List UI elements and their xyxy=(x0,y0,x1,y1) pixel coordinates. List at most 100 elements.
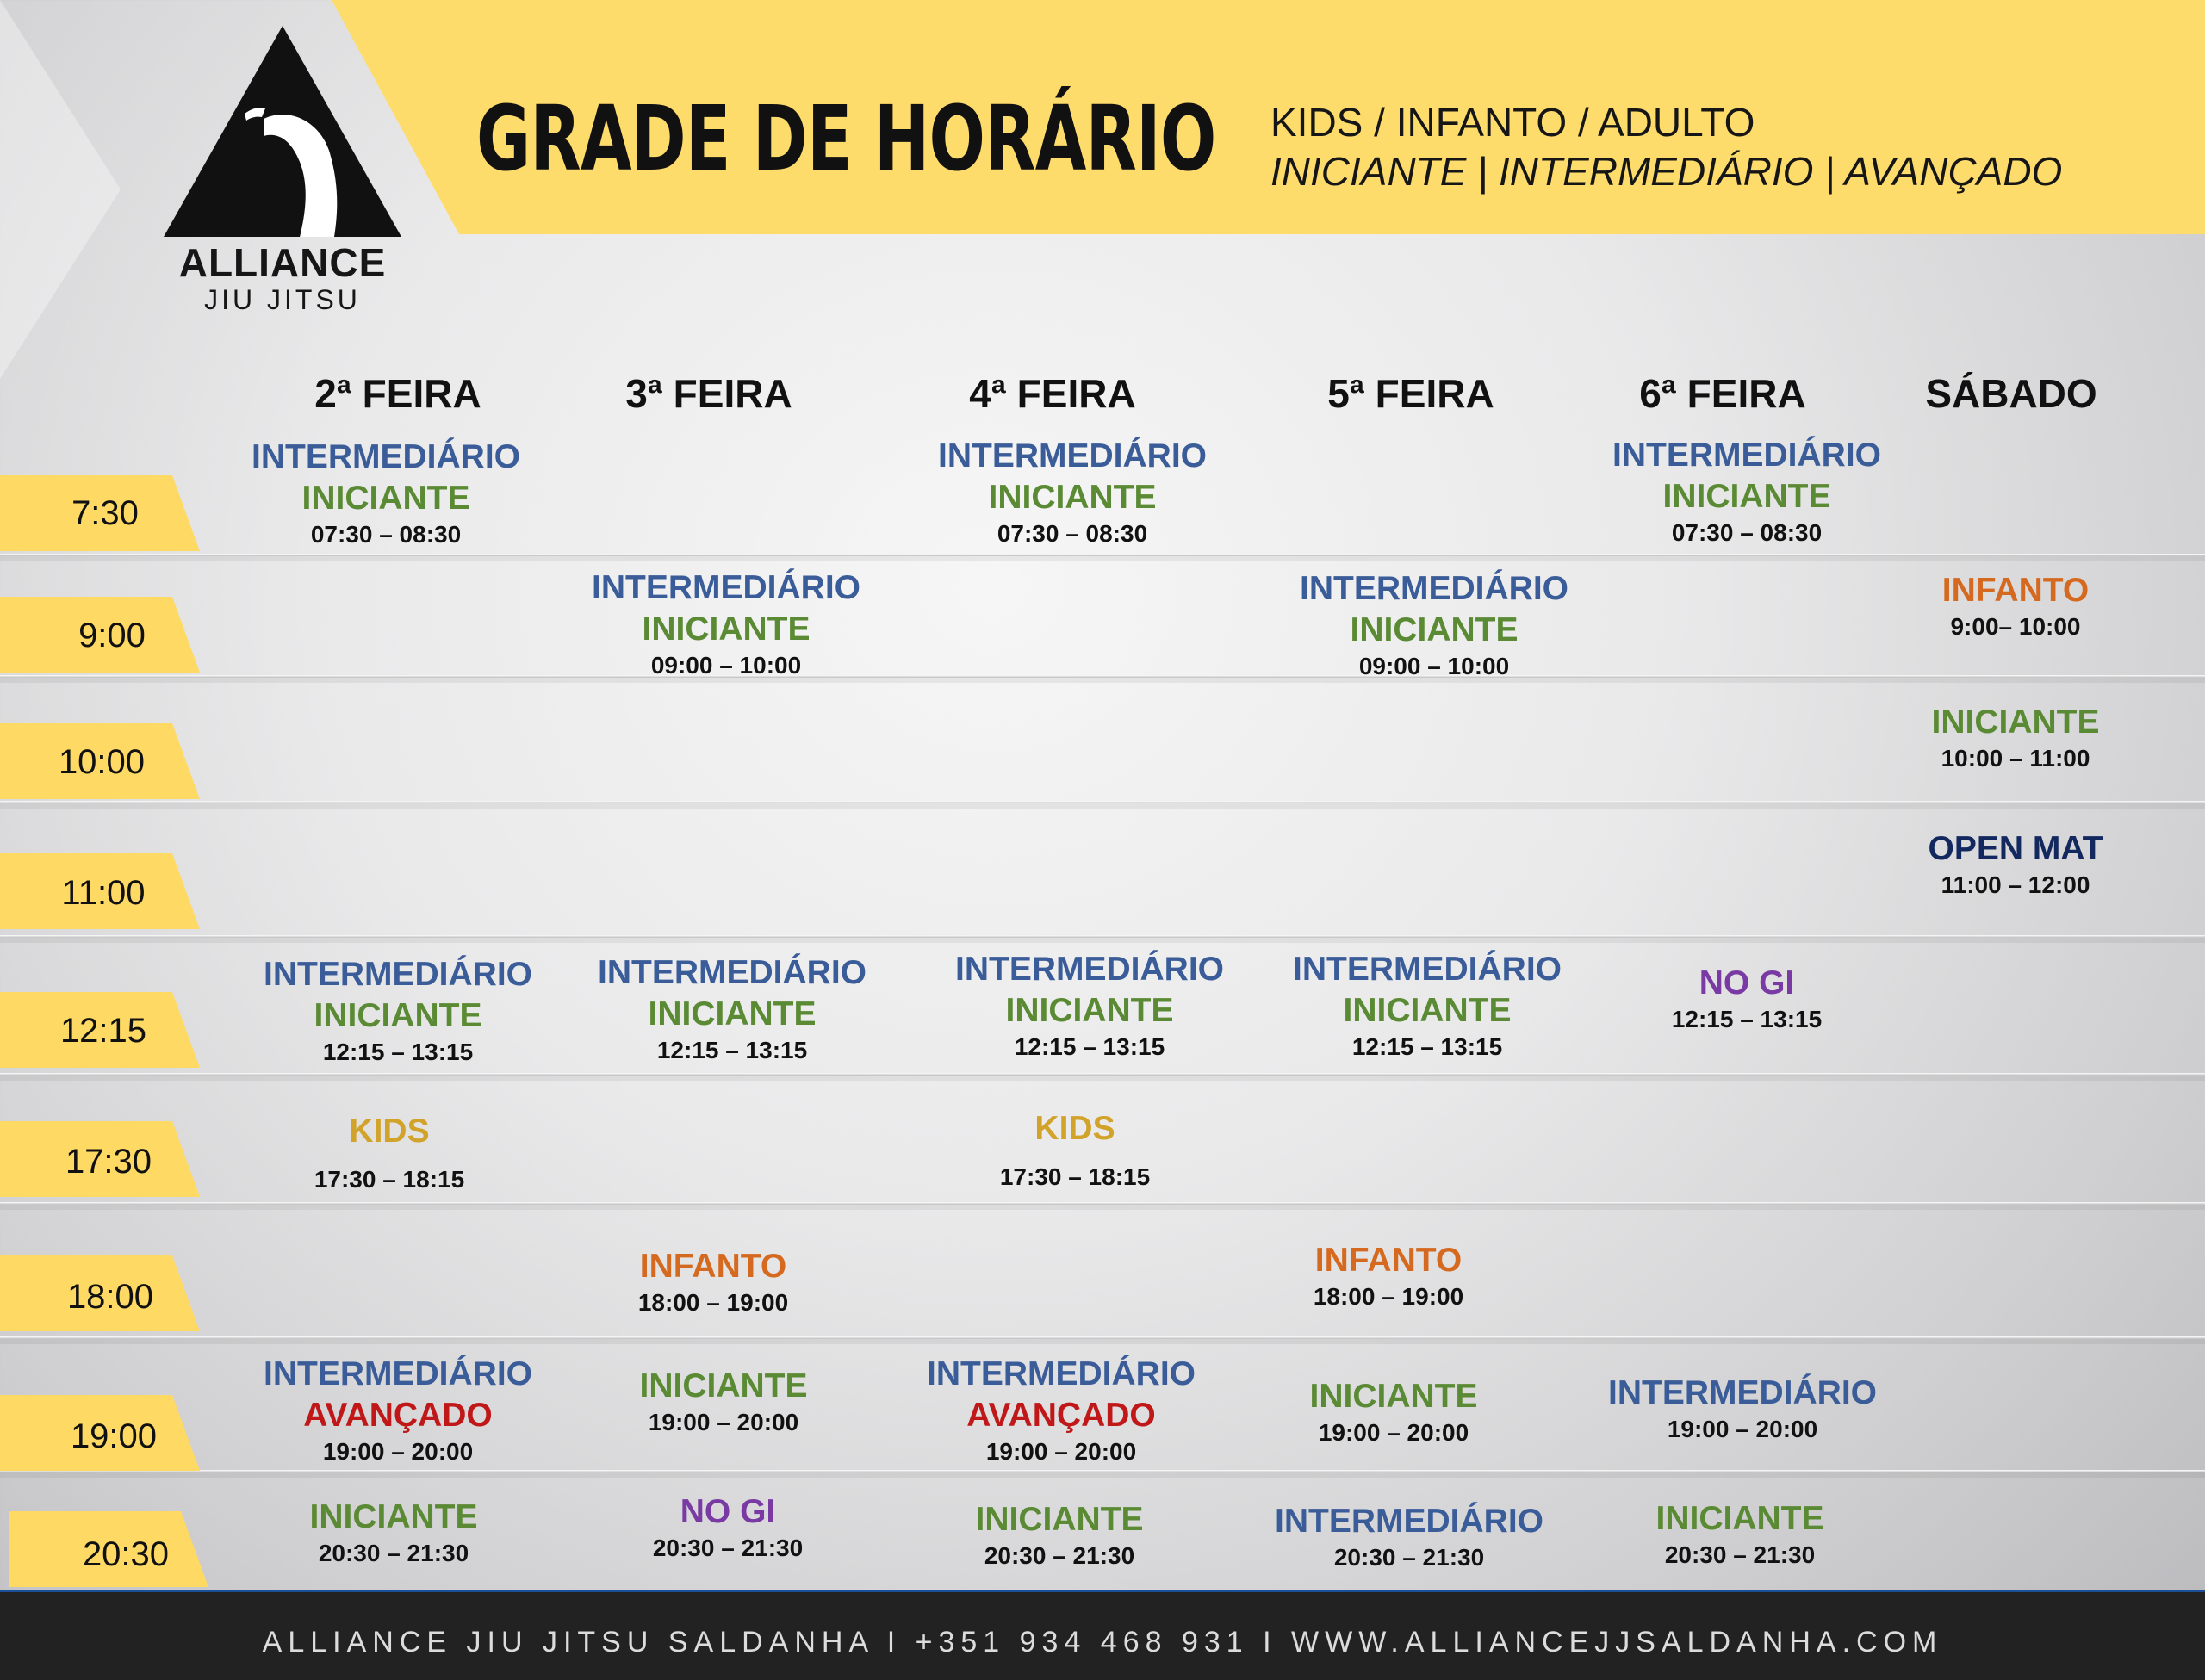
background-decoration xyxy=(0,0,121,379)
time-label: 11:00 xyxy=(61,874,146,912)
time-label: 7:30 xyxy=(71,494,139,532)
header-band xyxy=(332,0,2205,234)
time-label: 17:30 xyxy=(65,1143,152,1181)
time-tab xyxy=(0,723,200,799)
page-title: GRADE DE HORÁRIO xyxy=(476,86,1216,191)
class-level: INTERMEDIÁRIO xyxy=(1275,1503,1544,1540)
class-level: NO GI xyxy=(680,1493,776,1530)
footer-contact-text: ALLIANCE JIU JITSU SALDANHA I +351 934 4… xyxy=(262,1626,1943,1658)
class-slot: OPEN MAT 11:00 – 12:00 xyxy=(1817,828,2205,901)
row-divider xyxy=(0,554,2205,561)
time-tab xyxy=(0,597,200,673)
class-level: KIDS xyxy=(349,1113,430,1150)
class-slot: INTERMEDIÁRIO INICIANTE 07:30 – 08:30 xyxy=(188,437,584,550)
row-divider xyxy=(0,801,2205,809)
time-label: 18:00 xyxy=(66,1278,154,1316)
class-level: INICIANTE xyxy=(639,1367,808,1404)
time-tab xyxy=(0,1395,200,1471)
logo-subtitle: JIU JITSU xyxy=(204,284,361,315)
class-slot: INTERMEDIÁRIO INICIANTE 07:30 – 08:30 xyxy=(874,436,1270,549)
time-label: 10:00 xyxy=(58,743,146,781)
class-level: NO GI xyxy=(1699,964,1795,1001)
class-level: INTERMEDIÁRIO xyxy=(252,438,520,475)
class-slot: NO GI 20:30 – 21:30 xyxy=(530,1491,926,1564)
class-hours: 18:00 – 19:00 xyxy=(1313,1283,1464,1310)
day-header: 2ª FEIRA xyxy=(314,371,481,416)
class-hours: 20:30 – 21:30 xyxy=(1664,1541,1816,1568)
time-tab xyxy=(0,992,200,1068)
level-subtitle: INICIANTE | INTERMEDIÁRIO | AVANÇADO xyxy=(1270,149,2063,194)
class-slot: INICIANTE 19:00 – 20:00 xyxy=(525,1366,922,1438)
class-level: INTERMEDIÁRIO xyxy=(1608,1374,1877,1411)
class-level: INTERMEDIÁRIO xyxy=(1300,570,1568,607)
class-hours: 20:30 – 21:30 xyxy=(318,1540,469,1566)
class-hours: 19:00 – 20:00 xyxy=(1667,1416,1818,1442)
class-level: INTERMEDIÁRIO xyxy=(598,954,866,991)
class-level: INTERMEDIÁRIO xyxy=(1612,437,1881,474)
class-slot: INTERMEDIÁRIO INICIANTE 07:30 – 08:30 xyxy=(1549,435,1945,549)
class-slot: KIDS 17:30 – 18:15 xyxy=(877,1108,1273,1193)
class-slot: INTERMEDIÁRIO 19:00 – 20:00 xyxy=(1544,1373,1941,1445)
class-slot: INTERMEDIÁRIO INICIANTE 09:00 – 10:00 xyxy=(528,567,924,681)
class-hours: 12:15 – 13:15 xyxy=(1351,1033,1503,1060)
class-hours: 10:00 – 11:00 xyxy=(1941,745,2090,772)
day-header: 6ª FEIRA xyxy=(1639,371,1806,416)
time-tab xyxy=(9,1511,208,1587)
class-level: INFANTO xyxy=(639,1248,787,1285)
class-level: INICIANTE xyxy=(988,479,1157,516)
class-hours: 09:00 – 10:00 xyxy=(650,652,802,679)
row-divider xyxy=(0,1470,2205,1478)
class-level: INICIANTE xyxy=(1655,1500,1824,1537)
footer xyxy=(0,1592,2205,1680)
class-slot: INTERMEDIÁRIO INICIANTE 12:15 – 13:15 xyxy=(891,949,1288,1063)
class-hours: 12:15 – 13:15 xyxy=(322,1038,474,1065)
class-level: INICIANTE xyxy=(975,1501,1144,1538)
time-tab xyxy=(0,853,200,929)
class-level: INTERMEDIÁRIO xyxy=(938,437,1207,474)
row-divider xyxy=(0,1073,2205,1081)
day-header: 4ª FEIRA xyxy=(969,371,1136,416)
class-slot: INTERMEDIÁRIO AVANÇADO 19:00 – 20:00 xyxy=(200,1354,596,1467)
time-label: 9:00 xyxy=(78,617,146,654)
class-slot: INICIANTE 20:30 – 21:30 xyxy=(1542,1498,1938,1571)
class-slot: INTERMEDIÁRIO INICIANTE 12:15 – 13:15 xyxy=(534,952,930,1066)
row-divider xyxy=(0,1202,2205,1210)
class-hours: 07:30 – 08:30 xyxy=(310,521,462,548)
row-divider xyxy=(0,675,2205,683)
time-label: 12:15 xyxy=(59,1012,147,1050)
class-slot: NO GI 12:15 – 13:15 xyxy=(1549,963,1945,1035)
class-level: INICIANTE xyxy=(1005,992,1174,1029)
footer-divider xyxy=(0,1590,2205,1592)
class-hours: 19:00 – 20:00 xyxy=(322,1438,474,1465)
class-slot: INTERMEDIÁRIO 20:30 – 21:30 xyxy=(1211,1501,1607,1573)
alliance-logo: ALLIANCE JIU JITSU xyxy=(162,24,403,315)
class-slot: INFANTO 18:00 – 19:00 xyxy=(1190,1240,1587,1312)
class-level: INFANTO xyxy=(1314,1242,1463,1279)
class-level: INTERMEDIÁRIO xyxy=(264,956,532,993)
class-slot: KIDS 17:30 – 18:15 xyxy=(191,1111,587,1195)
class-level: INICIANTE xyxy=(301,480,470,517)
class-hours: 20:30 – 21:30 xyxy=(984,1542,1135,1569)
class-slot: INICIANTE 10:00 – 11:00 xyxy=(1817,702,2205,774)
class-level: INICIANTE xyxy=(1350,611,1519,648)
class-hours: 20:30 – 21:30 xyxy=(652,1534,804,1561)
class-slot: INTERMEDIÁRIO INICIANTE 12:15 – 13:15 xyxy=(1229,949,1625,1063)
class-level: INICIANTE xyxy=(1931,704,2100,741)
class-hours: 12:15 – 13:15 xyxy=(1671,1006,1823,1032)
time-label: 19:00 xyxy=(70,1417,158,1455)
class-slot: INICIANTE 19:00 – 20:00 xyxy=(1196,1376,1592,1448)
day-header: 3ª FEIRA xyxy=(625,371,792,416)
time-tab xyxy=(0,1255,200,1331)
class-level: INICIANTE xyxy=(1343,992,1512,1029)
class-level: OPEN MAT xyxy=(1928,830,2103,867)
class-hours: 12:15 – 13:15 xyxy=(656,1037,808,1063)
class-slot: INFANTO 9:00– 10:00 xyxy=(1817,570,2205,642)
class-hours: 09:00 – 10:00 xyxy=(1358,653,1510,679)
class-level: INTERMEDIÁRIO xyxy=(927,1355,1196,1392)
class-slot: INICIANTE 20:30 – 21:30 xyxy=(196,1497,592,1569)
row-divider xyxy=(0,935,2205,943)
class-level: INICIANTE xyxy=(1662,478,1831,515)
class-hours: 19:00 – 20:00 xyxy=(1318,1419,1469,1446)
class-hours: 11:00 – 12:00 xyxy=(1941,871,2090,898)
class-hours: 12:15 – 13:15 xyxy=(1014,1033,1165,1060)
